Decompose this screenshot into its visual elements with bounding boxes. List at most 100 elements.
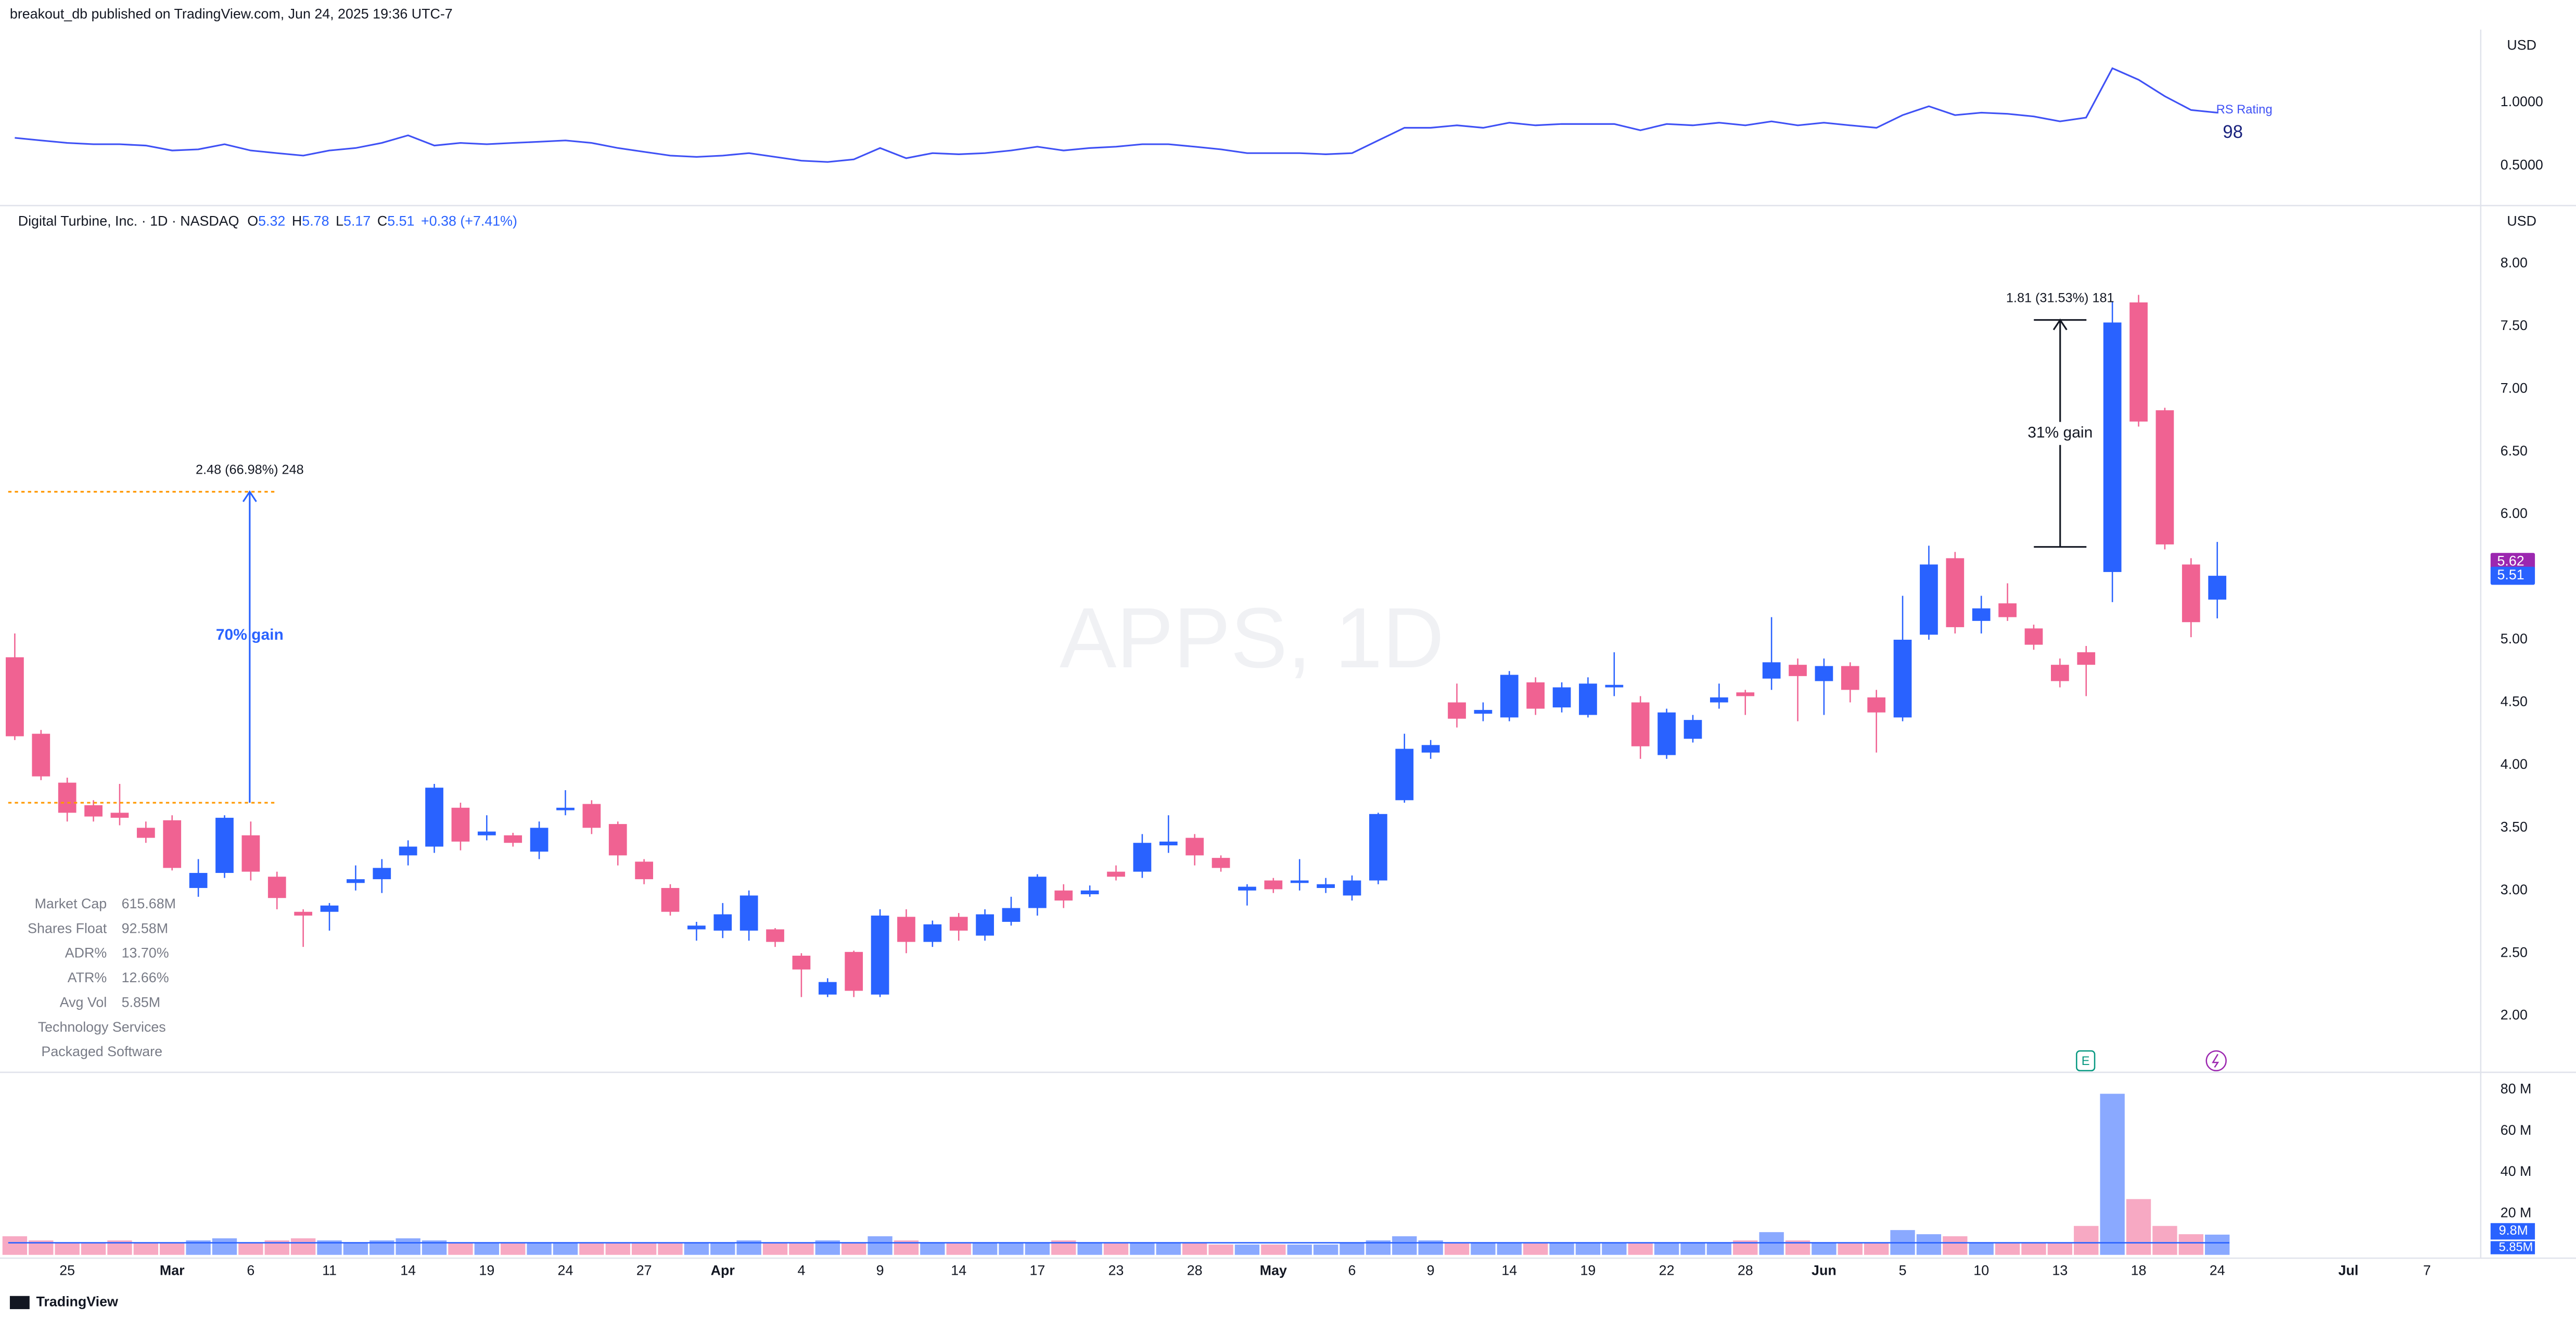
ohlc-label: C (377, 213, 387, 229)
candle-body (1710, 697, 1728, 703)
y-tick-label: 40 M (2501, 1163, 2532, 1179)
volume-bar (1287, 1244, 1312, 1255)
candle-body (2024, 628, 2043, 645)
volume-bar (290, 1238, 316, 1255)
y-tick-label: 4.50 (2501, 694, 2528, 709)
candle-body (1972, 608, 1991, 621)
x-tick-label: 7 (2423, 1262, 2431, 1278)
volume-bar (999, 1242, 1024, 1255)
candle-body (1107, 871, 1125, 877)
rs-rating-label: RS Rating (2216, 103, 2273, 117)
candle-body (1867, 697, 1886, 713)
y-tick-label: 7.50 (2501, 318, 2528, 333)
volume-bar (81, 1242, 106, 1255)
x-tick-label: 11 (322, 1262, 337, 1278)
candle-body (608, 824, 627, 856)
candle-body (1579, 683, 1597, 715)
note-bg (2020, 422, 2100, 445)
avg-label-bg (2490, 1241, 2535, 1254)
candle-body (2050, 665, 2069, 681)
candle-body (1474, 709, 1493, 714)
x-tick-label: 6 (1348, 1262, 1356, 1278)
volume-bar (553, 1242, 578, 1255)
candle-body (1998, 603, 2017, 617)
stat-value: 92.58M (122, 920, 168, 936)
candle-body (635, 861, 653, 880)
volume-bar (1680, 1242, 1705, 1255)
candle-body (1841, 666, 1859, 690)
stat-label: ATR% (68, 970, 107, 985)
x-tick-label: 10 (1973, 1262, 1989, 1278)
volume-bar (946, 1242, 971, 1255)
candle-body (818, 982, 837, 995)
candle-body (1317, 884, 1335, 888)
stat-label: Market Cap (35, 896, 107, 911)
stat-label: ADR% (65, 945, 107, 961)
volume-bar (1916, 1234, 1942, 1255)
volume-bar (527, 1242, 552, 1255)
avg-label: 5.85M (2499, 1240, 2533, 1254)
symbol-line: Digital Turbine, Inc. · 1D · NASDAQ O5.32… (18, 213, 517, 229)
candle-body (897, 917, 915, 942)
candle-body (373, 868, 391, 880)
candle-body (189, 873, 208, 888)
candle-body (1369, 814, 1387, 881)
event-bolt (2212, 1054, 2220, 1068)
x-tick-label: 28 (1187, 1262, 1203, 1278)
volume-bar (1549, 1242, 1574, 1255)
rs-line (15, 67, 2217, 163)
volume-bar (1182, 1242, 1207, 1255)
volume-bar (1943, 1236, 1968, 1255)
x-tick-label: Jun (1812, 1262, 1837, 1278)
candle-body (1946, 558, 1965, 627)
volume-bar (658, 1242, 683, 1255)
earnings-icon (2076, 1050, 2096, 1072)
candle-body (1552, 687, 1571, 708)
candle-body (451, 807, 470, 842)
candle-body (1631, 702, 1650, 746)
volume-bar (1130, 1242, 1155, 1255)
volume-bar (605, 1242, 630, 1255)
x-tick-label: 28 (1738, 1262, 1753, 1278)
candle-body (871, 915, 889, 995)
candle-body (766, 929, 784, 942)
volume-bar (1077, 1242, 1102, 1255)
candle-body (1395, 749, 1414, 801)
x-tick-label: Jul (2338, 1262, 2358, 1278)
x-tick-label: 19 (479, 1262, 494, 1278)
y-tick-label: 4.00 (2501, 756, 2528, 772)
candle-body (1815, 666, 1833, 681)
y-tick-label: 3.00 (2501, 882, 2528, 897)
ohlc-value: 5.17 (343, 213, 371, 229)
volume-bar (579, 1242, 604, 1255)
candle-body (1133, 843, 1152, 872)
stat-value: 615.68M (122, 896, 176, 911)
candle-body (1893, 639, 1912, 718)
volume-bar (1234, 1244, 1260, 1255)
x-tick-label: 23 (1108, 1262, 1124, 1278)
candle-body (1789, 665, 1807, 676)
x-tick-label: 5 (1899, 1262, 1907, 1278)
volume-bar (762, 1242, 788, 1255)
x-tick-label: 14 (400, 1262, 416, 1278)
volume-bar (1313, 1244, 1338, 1255)
volume-bar (396, 1238, 420, 1255)
logo-icon (9, 1296, 30, 1310)
candle-body (399, 846, 417, 856)
volume-bar (1444, 1242, 1470, 1255)
price-label-bg (2490, 553, 2535, 572)
candle-body (1657, 712, 1676, 755)
candle-body (1159, 841, 1178, 846)
candle-body (1684, 720, 1702, 739)
candle-body (2077, 652, 2096, 665)
candle-body (2103, 322, 2122, 572)
volume-bar (1340, 1242, 1364, 1255)
candle-body (1526, 682, 1545, 709)
candle-body (1605, 684, 1624, 688)
logo: TradingView (36, 1293, 118, 1309)
y-tick-label: 20 M (2501, 1205, 2532, 1221)
candle-body (1290, 880, 1309, 883)
y-tick-label: 7.00 (2501, 380, 2528, 396)
candle-body (2208, 576, 2227, 600)
